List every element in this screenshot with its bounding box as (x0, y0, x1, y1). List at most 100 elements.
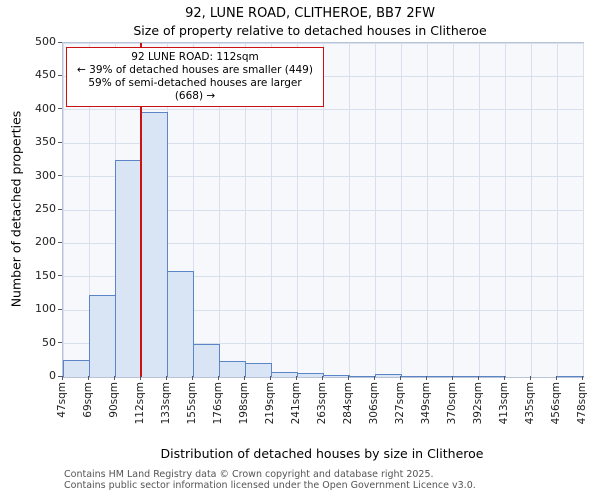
y-tick-label: 150 (35, 268, 56, 282)
y-tick-mark (58, 342, 62, 344)
x-tick-label: 435sqm (524, 382, 536, 425)
grid-line-vertical (244, 43, 246, 377)
x-tick-mark (529, 376, 531, 380)
x-tick-label: 306sqm (368, 382, 380, 425)
x-tick-mark (451, 376, 453, 380)
grid-line-vertical (88, 43, 90, 377)
y-tick-mark (58, 241, 62, 243)
grid-line-vertical (62, 43, 64, 377)
annotation-smaller-stat: ← 39% of detached houses are smaller (44… (77, 64, 313, 76)
x-tick-label: 112sqm (134, 382, 146, 425)
histogram-bar (323, 374, 350, 377)
y-tick-label: 0 (49, 369, 56, 382)
histogram-bar (271, 372, 298, 377)
annotation-box: 92 LUNE ROAD: 112sqm ← 39% of detached h… (66, 47, 324, 107)
x-tick-label: 370sqm (446, 382, 458, 425)
grid-line-vertical (504, 43, 506, 377)
grid-line-vertical (218, 43, 220, 377)
x-tick-mark (295, 376, 297, 380)
chart-title: 92, LUNE ROAD, CLITHEROE, BB7 2FW (185, 6, 435, 21)
y-tick-mark (58, 108, 62, 110)
grid-line-vertical (556, 43, 558, 377)
x-tick-label: 155sqm (186, 382, 198, 425)
footer-line-2: Contains public sector information licen… (64, 480, 476, 491)
grid-line-vertical (348, 43, 350, 377)
x-tick-label: 327sqm (394, 382, 406, 425)
grid-line-vertical (322, 43, 324, 377)
x-axis-label: Distribution of detached houses by size … (160, 446, 484, 461)
x-tick-label: 392sqm (472, 382, 484, 425)
grid-line-vertical (530, 43, 532, 377)
x-tick-label: 198sqm (238, 382, 250, 425)
y-tick-label: 50 (42, 335, 56, 349)
histogram-bar (375, 374, 402, 377)
x-tick-mark (581, 376, 583, 380)
grid-line-vertical (192, 43, 194, 377)
x-tick-mark (321, 376, 323, 380)
histogram-bar (115, 159, 142, 377)
histogram-bar (297, 372, 324, 377)
x-tick-mark (503, 376, 505, 380)
x-tick-mark (243, 376, 245, 380)
x-tick-label: 456sqm (550, 382, 562, 425)
x-tick-label: 284sqm (342, 382, 354, 425)
y-tick-label: 200 (35, 235, 56, 249)
x-tick-label: 133sqm (160, 382, 172, 425)
x-tick-mark (399, 376, 401, 380)
footer-line-1: Contains HM Land Registry data © Crown c… (64, 469, 434, 480)
y-tick-mark (58, 275, 62, 277)
histogram-bar (557, 375, 584, 377)
x-tick-mark (373, 376, 375, 380)
x-tick-label: 90sqm (108, 382, 120, 418)
grid-line-vertical (426, 43, 428, 377)
grid-line-vertical (582, 43, 584, 377)
y-tick-mark (58, 74, 62, 76)
y-tick-mark (58, 208, 62, 210)
grid-line-vertical (400, 43, 402, 377)
annotation-title: 92 LUNE ROAD: 112sqm (131, 51, 259, 63)
x-tick-label: 263sqm (316, 382, 328, 425)
annotation-larger-stat: 59% of semi-detached houses are larger (… (88, 77, 302, 102)
y-tick-label: 250 (35, 202, 56, 215)
x-tick-mark (61, 376, 63, 380)
y-tick-label: 100 (35, 302, 56, 316)
x-tick-mark (425, 376, 427, 380)
grid-line-vertical (478, 43, 480, 377)
x-tick-label: 176sqm (212, 382, 224, 425)
property-size-marker-line (140, 43, 142, 377)
y-tick-label: 500 (35, 35, 56, 48)
x-tick-mark (347, 376, 349, 380)
y-tick-mark (58, 375, 62, 377)
histogram-bar (89, 294, 116, 377)
x-tick-mark (113, 376, 115, 380)
x-tick-mark (217, 376, 219, 380)
histogram-bar (193, 343, 220, 377)
grid-line-vertical (374, 43, 376, 377)
grid-line-vertical (452, 43, 454, 377)
grid-line-vertical (296, 43, 298, 377)
x-tick-label: 478sqm (576, 382, 588, 425)
x-tick-label: 219sqm (264, 382, 276, 425)
histogram-bar (219, 360, 246, 377)
x-tick-label: 349sqm (420, 382, 432, 425)
y-tick-label: 350 (35, 135, 56, 149)
y-tick-mark (58, 41, 62, 43)
x-tick-label: 69sqm (82, 382, 94, 418)
x-tick-mark (555, 376, 557, 380)
histogram-bar (63, 360, 90, 377)
histogram-bar (141, 111, 168, 377)
x-tick-label: 413sqm (498, 382, 510, 425)
y-tick-label: 400 (35, 101, 56, 115)
x-tick-mark (191, 376, 193, 380)
x-tick-mark (139, 376, 141, 380)
x-tick-mark (477, 376, 479, 380)
x-tick-mark (165, 376, 167, 380)
y-tick-mark (58, 141, 62, 143)
y-tick-label: 300 (35, 168, 56, 182)
x-tick-mark (87, 376, 89, 380)
histogram-bar (453, 376, 480, 377)
chart-subtitle: Size of property relative to detached ho… (133, 23, 487, 38)
histogram-bar (401, 376, 428, 377)
histogram-bar (167, 271, 194, 377)
histogram-bar (427, 375, 454, 377)
